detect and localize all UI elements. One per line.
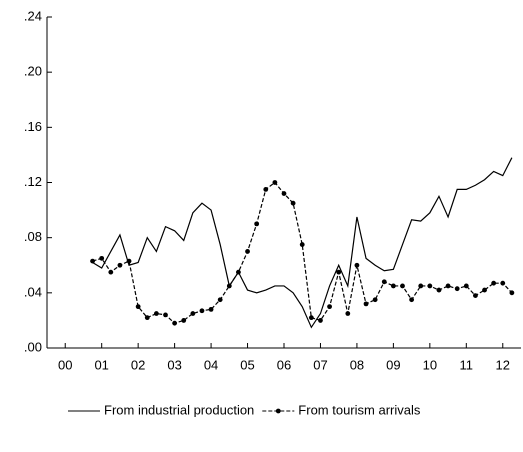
series-marker bbox=[263, 186, 269, 192]
x-tick-label: 04 bbox=[204, 357, 218, 372]
series-marker bbox=[190, 311, 196, 316]
x-tick-label: 05 bbox=[240, 357, 254, 372]
series-marker bbox=[217, 297, 223, 303]
y-tick-label: .24 bbox=[24, 8, 42, 23]
series-marker bbox=[90, 258, 95, 264]
legend-marker bbox=[275, 408, 281, 414]
series-marker bbox=[108, 269, 114, 275]
series-marker bbox=[409, 297, 415, 303]
series-marker bbox=[327, 304, 332, 310]
y-tick-label: .20 bbox=[24, 64, 42, 79]
series-marker bbox=[299, 242, 305, 247]
series-marker bbox=[390, 283, 396, 289]
series-line bbox=[92, 157, 513, 329]
series-marker bbox=[336, 269, 342, 275]
series-marker bbox=[135, 304, 141, 310]
series-marker bbox=[208, 306, 214, 312]
series-marker bbox=[290, 200, 296, 206]
y-tick-label: .12 bbox=[24, 174, 42, 189]
y-tick-label: .08 bbox=[24, 229, 42, 244]
y-tick-label: .16 bbox=[24, 119, 42, 134]
x-tick-label: 00 bbox=[58, 357, 72, 372]
series-marker bbox=[254, 221, 260, 227]
series-marker bbox=[445, 283, 451, 289]
series-marker bbox=[345, 311, 351, 316]
series-marker bbox=[144, 315, 150, 321]
series-marker bbox=[427, 283, 433, 289]
series-marker bbox=[454, 286, 460, 292]
x-tick-label: 07 bbox=[313, 357, 327, 372]
legend-label: From tourism arrivals bbox=[298, 402, 421, 417]
series-marker bbox=[272, 180, 278, 185]
x-tick-label: 03 bbox=[167, 357, 181, 372]
x-tick-label: 09 bbox=[386, 357, 400, 372]
series-marker bbox=[245, 249, 250, 254]
y-tick-label: .04 bbox=[24, 284, 42, 299]
y-tick-label: .00 bbox=[24, 339, 42, 354]
series-marker bbox=[482, 287, 487, 293]
series-marker bbox=[363, 301, 369, 307]
series-marker bbox=[236, 269, 241, 275]
series-line bbox=[92, 181, 513, 324]
series-marker bbox=[172, 320, 178, 326]
legend-label: From industrial production bbox=[104, 402, 254, 417]
series-marker bbox=[281, 191, 287, 196]
series-marker bbox=[181, 318, 187, 323]
series-marker bbox=[226, 283, 232, 289]
series-marker bbox=[418, 283, 424, 289]
x-tick-label: 11 bbox=[460, 357, 474, 372]
series-marker bbox=[318, 318, 323, 323]
series-marker bbox=[436, 287, 442, 293]
series-marker bbox=[117, 262, 123, 268]
x-tick-label: 06 bbox=[277, 357, 291, 372]
series-marker bbox=[500, 280, 506, 286]
x-tick-label: 10 bbox=[423, 357, 437, 372]
series-marker bbox=[153, 311, 159, 316]
series-marker bbox=[126, 258, 132, 264]
series-marker bbox=[372, 297, 378, 303]
series-marker bbox=[354, 262, 360, 268]
series-marker bbox=[381, 279, 387, 285]
series-marker bbox=[400, 283, 405, 289]
series-marker bbox=[199, 308, 205, 314]
x-tick-label: 01 bbox=[94, 357, 108, 372]
series-marker bbox=[463, 283, 469, 289]
series-marker bbox=[509, 290, 515, 296]
series-marker bbox=[491, 280, 497, 286]
x-tick-label: 08 bbox=[350, 357, 364, 372]
x-tick-label: 12 bbox=[496, 357, 510, 372]
series-marker bbox=[99, 255, 105, 261]
series-marker bbox=[308, 315, 314, 321]
x-tick-label: 02 bbox=[131, 357, 145, 372]
series-marker bbox=[473, 293, 478, 298]
series-marker bbox=[163, 312, 168, 318]
